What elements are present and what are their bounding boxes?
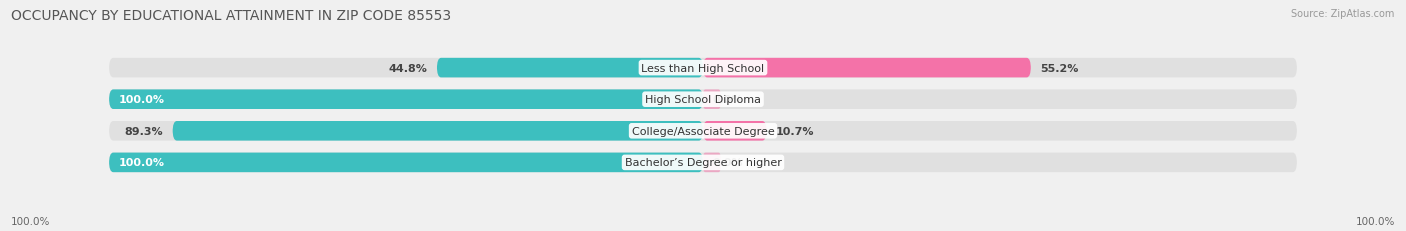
- FancyBboxPatch shape: [110, 90, 703, 109]
- Text: 100.0%: 100.0%: [118, 158, 165, 168]
- FancyBboxPatch shape: [110, 59, 1296, 78]
- Text: 100.0%: 100.0%: [118, 95, 165, 105]
- FancyBboxPatch shape: [110, 153, 1296, 172]
- FancyBboxPatch shape: [703, 90, 721, 109]
- FancyBboxPatch shape: [110, 90, 1296, 109]
- Text: High School Diploma: High School Diploma: [645, 95, 761, 105]
- FancyBboxPatch shape: [173, 122, 703, 141]
- Text: 89.3%: 89.3%: [125, 126, 163, 136]
- Text: 100.0%: 100.0%: [1355, 216, 1395, 226]
- FancyBboxPatch shape: [703, 153, 721, 172]
- Text: Bachelor’s Degree or higher: Bachelor’s Degree or higher: [624, 158, 782, 168]
- Text: OCCUPANCY BY EDUCATIONAL ATTAINMENT IN ZIP CODE 85553: OCCUPANCY BY EDUCATIONAL ATTAINMENT IN Z…: [11, 9, 451, 23]
- Text: Source: ZipAtlas.com: Source: ZipAtlas.com: [1291, 9, 1395, 19]
- Text: 55.2%: 55.2%: [1040, 63, 1078, 73]
- Text: 0.0%: 0.0%: [713, 95, 744, 105]
- Text: 44.8%: 44.8%: [388, 63, 427, 73]
- FancyBboxPatch shape: [437, 59, 703, 78]
- Text: Less than High School: Less than High School: [641, 63, 765, 73]
- FancyBboxPatch shape: [110, 153, 703, 172]
- FancyBboxPatch shape: [110, 122, 1296, 141]
- Text: 100.0%: 100.0%: [11, 216, 51, 226]
- Text: 10.7%: 10.7%: [776, 126, 814, 136]
- FancyBboxPatch shape: [703, 59, 1031, 78]
- Text: College/Associate Degree: College/Associate Degree: [631, 126, 775, 136]
- FancyBboxPatch shape: [703, 122, 766, 141]
- Text: 0.0%: 0.0%: [713, 158, 744, 168]
